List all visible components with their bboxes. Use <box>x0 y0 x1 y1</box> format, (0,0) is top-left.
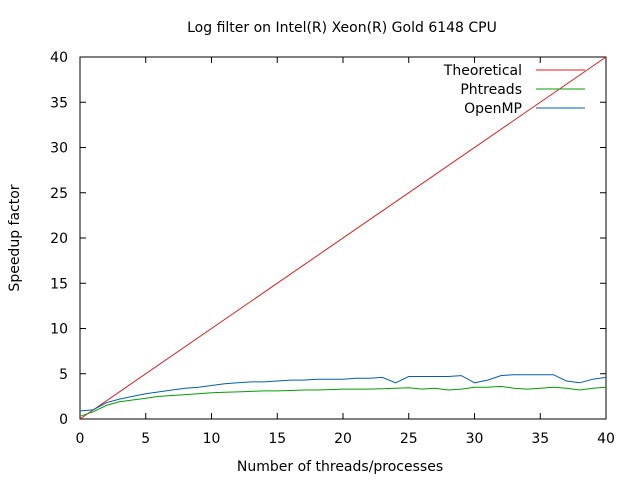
series-line-openmp <box>79 374 607 412</box>
y-tick-label: 30 <box>50 141 68 157</box>
x-tick-label: 0 <box>76 431 85 447</box>
x-tick-label: 30 <box>466 431 484 447</box>
y-tick-label: 35 <box>50 95 68 111</box>
x-tick-label: 5 <box>141 431 150 447</box>
x-tick-label: 25 <box>400 431 418 447</box>
x-tick-label: 10 <box>203 431 221 447</box>
legend-label-theoretical: Theoretical <box>443 63 522 79</box>
y-tick-label: 0 <box>59 412 68 428</box>
x-axis-label: Number of threads/processes <box>237 459 443 475</box>
x-tick-label: 35 <box>531 431 549 447</box>
y-tick-label: 20 <box>50 231 68 247</box>
tick-layer: 0 5 10 15 20 25 30 35 40 0 5 10 15 20 25 30 35 40 <box>50 50 615 447</box>
x-tick-label: 40 <box>597 431 615 447</box>
y-tick-label: 5 <box>59 367 68 383</box>
y-tick-label: 40 <box>50 50 68 66</box>
legend: Theoretical Phtreads OpenMP <box>443 63 585 117</box>
series-line-phtreads <box>79 385 607 417</box>
series-layer <box>79 56 607 420</box>
chart-title: Log filter on Intel(R) Xeon(R) Gold 6148… <box>187 20 497 36</box>
x-tick-label: 20 <box>334 431 352 447</box>
legend-label-openmp: OpenMP <box>464 101 522 117</box>
y-axis-label: Speedup factor <box>7 184 23 291</box>
y-tick-label: 15 <box>50 276 68 292</box>
legend-label-phtreads: Phtreads <box>460 82 522 98</box>
y-tick-label: 10 <box>50 322 68 338</box>
series-line-theoretical <box>79 56 607 420</box>
x-tick-label: 15 <box>268 431 286 447</box>
y-tick-label: 25 <box>50 186 68 202</box>
